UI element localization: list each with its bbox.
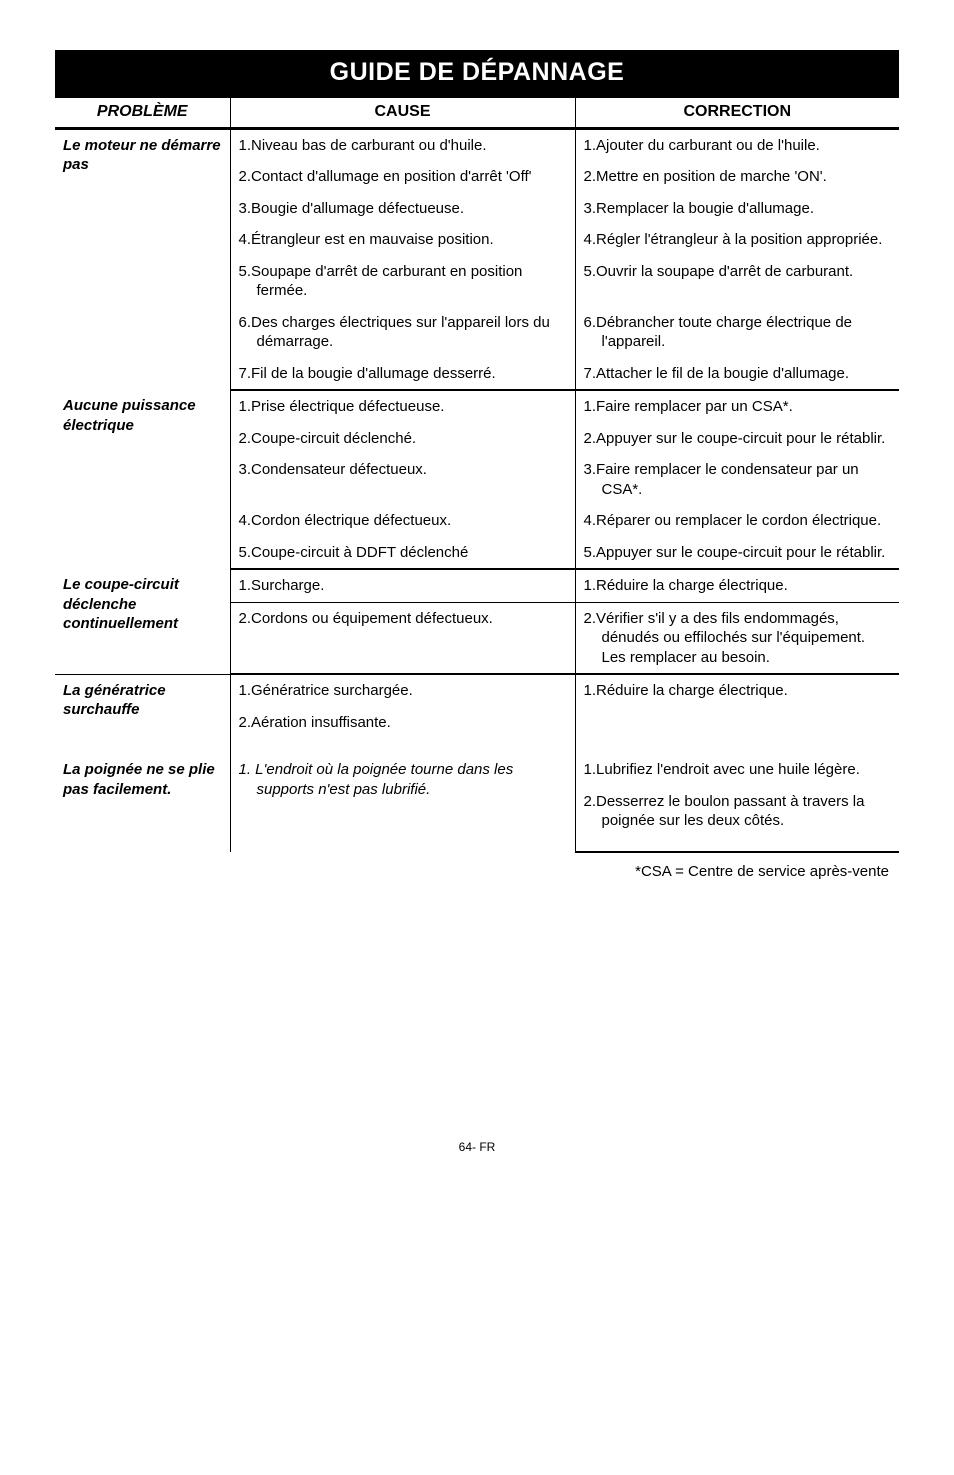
correction-cell: 1.Lubrifiez l'endroit avec une huile lég… [575, 738, 899, 786]
correction-cell: 1.Faire remplacer par un CSA*. [575, 390, 899, 423]
problem-cell: La génératrice surchauffe [55, 674, 230, 738]
cause-cell: 1. L'endroit où la poignée tourne dans l… [230, 738, 575, 852]
cause-cell: 1.Surcharge. [230, 569, 575, 602]
header-cause: CAUSE [230, 97, 575, 129]
cause-cell: 2.Coupe-circuit déclenché. [230, 423, 575, 455]
cause-cell: 5.Soupape d'arrêt de carburant en positi… [230, 256, 575, 307]
problem-cell: La poignée ne se plie pas facilement. [55, 738, 230, 852]
correction-cell [575, 707, 899, 739]
cause-cell: 1.Génératrice surchargée. [230, 674, 575, 707]
problem-cell: Le moteur ne démarre pas [55, 128, 230, 390]
correction-cell: 3.Remplacer la bougie d'allumage. [575, 193, 899, 225]
cause-cell: 2.Aération insuffisante. [230, 707, 575, 739]
page-title: GUIDE DE DÉPANNAGE [55, 50, 899, 95]
cause-cell: 3.Condensateur défectueux. [230, 454, 575, 505]
correction-cell: 7.Attacher le fil de la bougie d'allumag… [575, 358, 899, 391]
correction-cell: 1.Réduire la charge électrique. [575, 674, 899, 707]
correction-cell: 2.Desserrez le boulon passant à travers … [575, 786, 899, 852]
correction-cell: 3.Faire remplacer le condensateur par un… [575, 454, 899, 505]
problem-cell: Le coupe-circuit déclenche continuelleme… [55, 569, 230, 674]
correction-cell: 2.Vérifier s'il y a des fils endommagés,… [575, 602, 899, 674]
correction-cell: 4.Régler l'étrangleur à la position appr… [575, 224, 899, 256]
correction-cell: 2.Mettre en position de marche 'ON'. [575, 161, 899, 193]
correction-cell: 2.Appuyer sur le coupe-circuit pour le r… [575, 423, 899, 455]
correction-cell: 1.Réduire la charge électrique. [575, 569, 899, 602]
troubleshooting-table: PROBLÈME CAUSE CORRECTION Le moteur ne d… [55, 95, 899, 853]
cause-cell: 1.Niveau bas de carburant ou d'huile. [230, 128, 575, 161]
correction-cell: 6.Débrancher toute charge électrique de … [575, 307, 899, 358]
correction-cell: 5.Appuyer sur le coupe-circuit pour le r… [575, 537, 899, 570]
header-problem: PROBLÈME [55, 97, 230, 129]
cause-cell: 2.Cordons ou équipement défectueux. [230, 602, 575, 674]
cause-cell: 7.Fil de la bougie d'allumage desserré. [230, 358, 575, 391]
cause-cell: 1.Prise électrique défectueuse. [230, 390, 575, 423]
correction-cell: 4.Réparer ou remplacer le cordon électri… [575, 505, 899, 537]
cause-cell: 3.Bougie d'allumage défectueuse. [230, 193, 575, 225]
header-correction: CORRECTION [575, 97, 899, 129]
cause-cell: 6.Des charges électriques sur l'appareil… [230, 307, 575, 358]
correction-cell: 1.Ajouter du carburant ou de l'huile. [575, 128, 899, 161]
cause-cell: 2.Contact d'allumage en position d'arrêt… [230, 161, 575, 193]
cause-cell: 4.Cordon électrique défectueux. [230, 505, 575, 537]
correction-cell: 5.Ouvrir la soupape d'arrêt de carburant… [575, 256, 899, 307]
problem-cell: Aucune puissance électrique [55, 390, 230, 569]
footnote-text: *CSA = Centre de service après-vente [55, 863, 899, 880]
page-number: 64- FR [55, 1140, 899, 1154]
cause-cell: 4.Étrangleur est en mauvaise position. [230, 224, 575, 256]
cause-cell: 5.Coupe-circuit à DDFT déclenché [230, 537, 575, 570]
